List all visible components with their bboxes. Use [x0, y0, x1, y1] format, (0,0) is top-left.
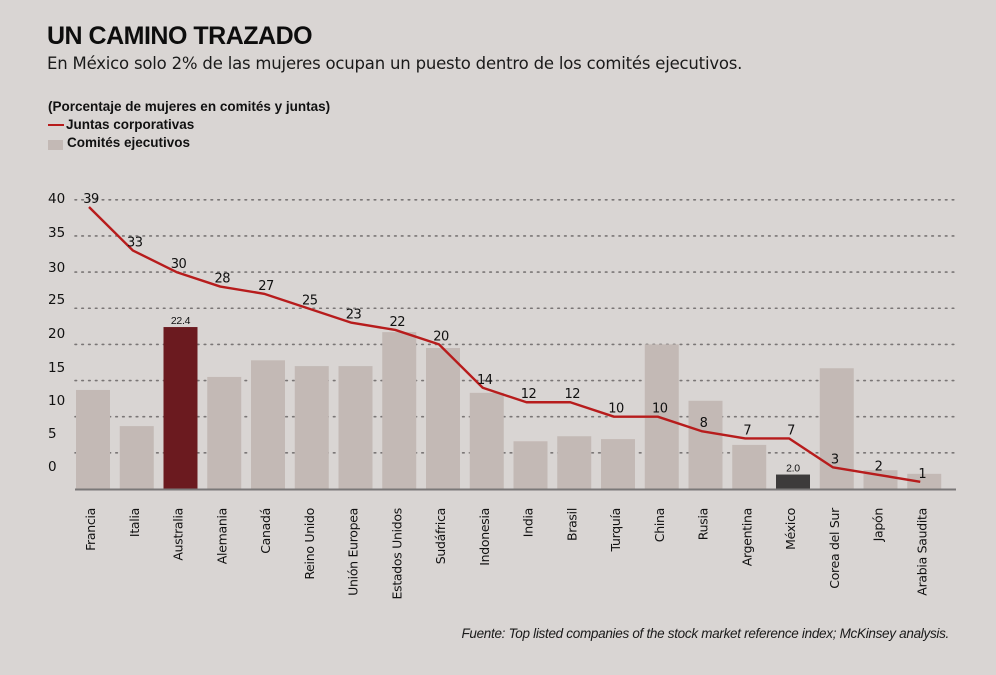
x-tick-label: Corea del Sur: [827, 507, 842, 589]
x-tick-label: Japón: [871, 508, 886, 542]
x-tick-label: China: [652, 508, 667, 542]
bar-unión-europea: [338, 366, 373, 489]
bar-turquía: [601, 439, 635, 489]
x-tick-label: Francia: [83, 508, 98, 551]
x-tick-label: Rusia: [696, 508, 711, 540]
line-value-label: 2: [875, 460, 883, 475]
y-tick-label: 40: [48, 191, 65, 207]
x-axis-labels: Francia Italia Australia Alemania Canadá Rein…: [83, 507, 929, 600]
bar-india: [513, 441, 548, 489]
bar-indonesia: [469, 392, 504, 489]
x-tick-label: Estados Unidos: [389, 508, 404, 599]
bar-value-label: 2.0: [786, 463, 800, 475]
x-tick-label: India: [521, 508, 536, 537]
legend-item-line: Juntas corporativas: [48, 116, 330, 134]
line-value-label: 10: [608, 402, 624, 417]
x-tick-label: Argentina: [739, 508, 754, 566]
bar-rusia: [688, 400, 723, 489]
line-value-label: 22: [389, 315, 405, 330]
y-tick-label: 25: [48, 292, 65, 308]
line-value-label: 27: [258, 279, 274, 294]
line-juntas-corporativas: [88, 206, 921, 483]
bar-australia: [163, 327, 198, 489]
y-tick-label: 5: [48, 426, 57, 442]
chart-title: UN CAMINO TRAZADO: [47, 22, 313, 50]
bar-value-labels: 22.4 2.0: [171, 315, 801, 475]
line-value-label: 28: [214, 272, 230, 287]
line-value-label: 39: [83, 192, 99, 207]
legend-item-bar: Comités ejecutivos: [48, 134, 330, 152]
x-tick-label: Indonesia: [477, 508, 492, 566]
line-value-label: 7: [787, 423, 795, 438]
bar-méxico: [776, 474, 810, 489]
line-value-label: 33: [127, 235, 143, 250]
line-value-label: 8: [700, 416, 708, 431]
x-tick-label: Canadá: [258, 508, 273, 554]
x-tick-label: Alemania: [214, 508, 229, 564]
x-tick-label: Australia: [171, 508, 186, 561]
line-value-label: 23: [346, 308, 362, 323]
bars: [76, 327, 942, 489]
bar-value-label: 22.4: [171, 315, 191, 327]
line-value-label: 3: [831, 452, 839, 467]
bar-arabia-saudita: [907, 473, 942, 489]
bar-estados-unidos: [382, 332, 417, 489]
line-value-label: 25: [302, 293, 318, 308]
bar-alemania: [207, 376, 242, 489]
line-value-label: 14: [477, 373, 493, 388]
line-value-label: 10: [652, 402, 668, 417]
y-tick-label: 35: [48, 225, 65, 241]
line-value-label: 1: [918, 467, 926, 482]
x-tick-label: Reino Unido: [302, 508, 317, 580]
bar-reino-unido: [294, 366, 329, 489]
bar-italia: [119, 426, 154, 489]
y-tick-label: 30: [48, 260, 65, 276]
x-tick-label: Arabia Saudita: [914, 508, 929, 596]
source-note: Fuente: Top listed companies of the stoc…: [461, 626, 949, 641]
legend: (Porcentaje de mujeres en comités y junt…: [48, 98, 330, 152]
y-axis-ticks: 40 35 30 25 20 15 10 5 0: [48, 191, 65, 475]
line-value-label: 20: [433, 329, 449, 344]
x-tick-label: Unión Europea: [346, 508, 361, 596]
line-swatch-icon: [48, 124, 64, 126]
bar-canadá: [251, 360, 285, 489]
line-series: [88, 206, 921, 483]
chart-subtitle: En México solo 2% de las mujeres ocupan …: [47, 54, 743, 73]
bar-argentina: [732, 444, 767, 489]
line-value-labels: 39 33 30 28 27 25 23 22 20 14 12 12 10 10 8 7 7 3 2 1: [83, 192, 927, 482]
bar-francia: [76, 389, 110, 489]
x-tick-label: Italia: [127, 508, 142, 537]
legend-line-label: Juntas corporativas: [66, 117, 195, 132]
line-value-label: 12: [521, 387, 537, 402]
line-value-label: 12: [564, 387, 580, 402]
y-tick-label: 0: [48, 459, 57, 475]
y-tick-label: 15: [48, 360, 65, 376]
bar-sudáfrica: [426, 348, 460, 489]
y-tick-label: 10: [48, 393, 65, 409]
x-tick-label: México: [783, 508, 798, 550]
line-value-label: 7: [743, 423, 751, 438]
legend-heading: (Porcentaje de mujeres en comités y junt…: [48, 99, 331, 114]
bar-brasil: [557, 436, 592, 489]
y-tick-label: 20: [48, 326, 65, 342]
bar-swatch-icon: [48, 139, 63, 150]
legend-bar-label: Comités ejecutivos: [67, 135, 191, 150]
x-tick-label: Turquía: [608, 508, 623, 552]
x-tick-label: Sudáfrica: [433, 508, 448, 564]
line-value-label: 30: [171, 257, 187, 272]
x-tick-label: Brasil: [564, 508, 579, 541]
